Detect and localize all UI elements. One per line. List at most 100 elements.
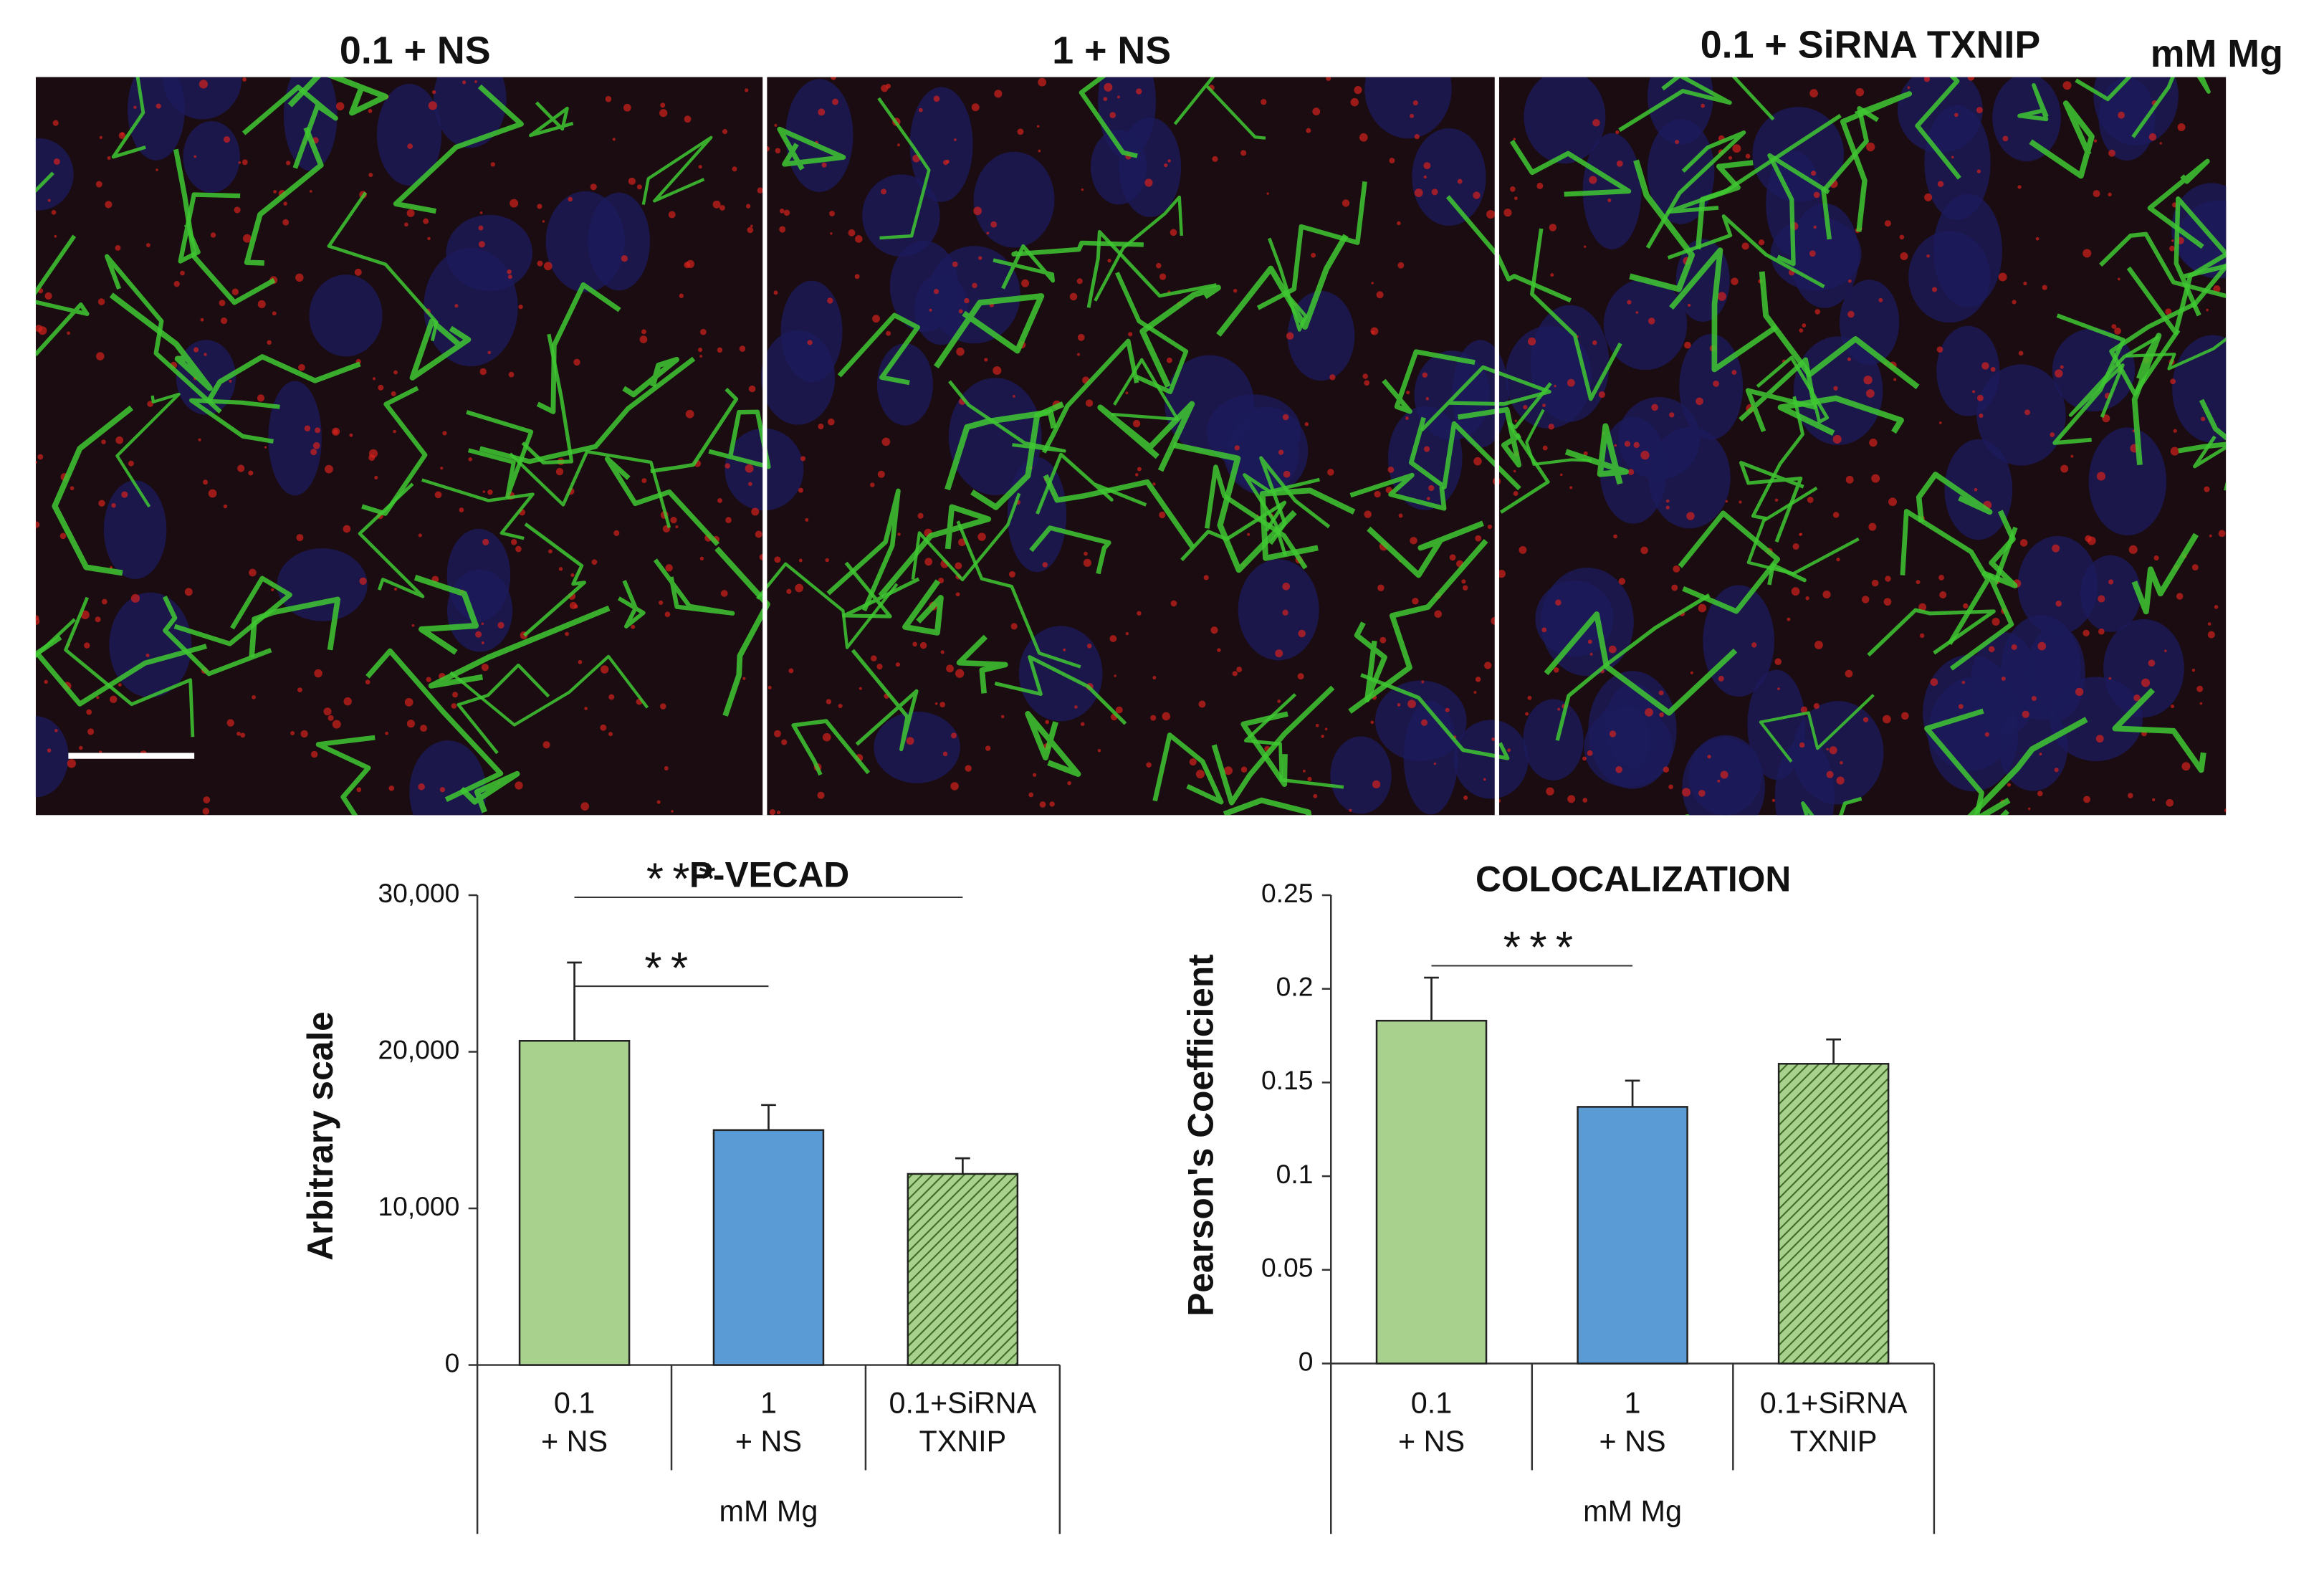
membrane: [837, 312, 921, 386]
red-dot: [769, 808, 776, 816]
red-dot: [745, 464, 754, 473]
membrane: [1618, 77, 1732, 133]
red-dot: [807, 340, 813, 345]
red-dot: [628, 177, 636, 185]
red-dot: [1159, 273, 1167, 280]
red-dot: [236, 731, 241, 736]
red-dot: [2037, 791, 2043, 797]
red-dot: [1845, 475, 1854, 484]
red-dot: [2165, 308, 2172, 315]
red-dot: [2075, 687, 2084, 697]
red-dot: [105, 201, 113, 209]
red-dot: [1069, 292, 1078, 301]
red-dot: [821, 162, 827, 168]
red-dot: [698, 165, 702, 169]
red-dot: [440, 467, 444, 470]
red-dot: [482, 490, 486, 493]
red-dot: [986, 231, 990, 235]
red-dot: [1084, 551, 1088, 556]
red-dot: [120, 132, 125, 136]
red-dot: [1907, 86, 1911, 90]
red-dot: [79, 745, 83, 750]
red-dot: [1085, 399, 1094, 407]
red-dot: [1958, 704, 1964, 710]
red-dot: [1283, 470, 1291, 478]
red-dot: [249, 568, 257, 577]
unit-label: mM Mg: [2151, 32, 2283, 75]
red-dot: [2093, 190, 2100, 198]
red-dot: [1189, 758, 1197, 766]
membrane: [622, 356, 680, 398]
red-dot: [720, 590, 728, 597]
membrane: [249, 596, 341, 658]
red-dot: [325, 464, 333, 474]
red-dot: [1587, 639, 1592, 644]
red-dot: [591, 559, 598, 565]
membrane: [1900, 509, 1991, 645]
nucleus: [1374, 680, 1467, 761]
membrane: [459, 770, 520, 813]
red-dot: [978, 256, 982, 260]
red-dot: [1717, 292, 1726, 301]
red-dot: [558, 567, 563, 571]
red-dot: [99, 750, 102, 754]
red-dot: [427, 237, 431, 241]
red-dot: [2111, 324, 2117, 329]
red-dot: [242, 77, 247, 82]
y-tick-label: 20,000: [378, 1034, 459, 1064]
red-dot: [608, 732, 613, 737]
red-dot: [578, 659, 583, 664]
red-dot: [47, 748, 52, 753]
red-dot: [298, 363, 305, 371]
x-tick-label: 0.1+SiRNA: [889, 1386, 1037, 1419]
red-dot: [411, 624, 415, 627]
red-dot: [248, 470, 254, 476]
red-dot: [1998, 272, 2007, 282]
red-dot: [2098, 628, 2105, 635]
red-dot: [2039, 753, 2042, 756]
red-dot: [481, 622, 484, 626]
nucleus: [1523, 699, 1584, 780]
red-dot: [219, 300, 226, 307]
red-dot: [1976, 394, 1984, 401]
red-dot: [290, 730, 295, 735]
red-dot: [1473, 191, 1481, 199]
red-dot: [1167, 159, 1171, 163]
red-dot: [1777, 687, 1780, 690]
membrane: [1111, 358, 1180, 421]
red-dot: [2024, 409, 2030, 416]
membrane: [1349, 472, 1447, 511]
red-dot: [1813, 191, 1820, 199]
red-dot: [2181, 762, 2191, 771]
membrane: [1420, 365, 1551, 432]
red-dot: [1407, 699, 1416, 709]
red-dot: [881, 85, 889, 92]
red-dot: [2191, 564, 2199, 571]
red-dot: [1981, 362, 1989, 370]
x-tick-label: + NS: [541, 1425, 608, 1458]
red-dot: [418, 533, 422, 538]
red-dot: [1569, 486, 1573, 490]
membrane: [529, 101, 574, 138]
red-dot: [2012, 300, 2017, 305]
red-dot: [2117, 277, 2120, 281]
membrane: [522, 522, 586, 637]
red-dot: [1032, 773, 1037, 777]
red-dot: [184, 588, 193, 596]
red-dot: [1428, 484, 1435, 492]
red-dot: [2176, 593, 2184, 600]
red-dot: [1170, 600, 1177, 607]
red-dot: [748, 482, 752, 487]
red-dot: [993, 366, 1002, 376]
red-dot: [1813, 703, 1819, 710]
red-dot: [1809, 89, 1818, 98]
red-dot: [203, 796, 211, 803]
red-dot: [838, 703, 843, 709]
red-dot: [442, 431, 447, 436]
red-dot: [1223, 766, 1233, 775]
membrane: [35, 234, 90, 357]
red-dot: [343, 697, 352, 706]
red-dot: [2206, 308, 2209, 312]
red-dot: [1315, 724, 1319, 727]
red-dot: [1473, 457, 1482, 466]
